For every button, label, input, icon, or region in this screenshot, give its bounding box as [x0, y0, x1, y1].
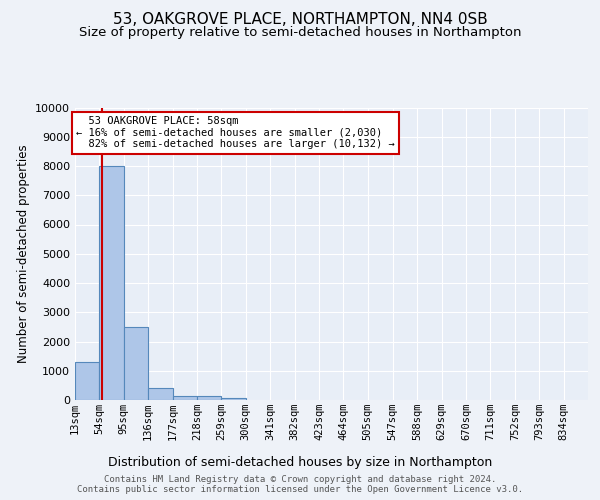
Bar: [100, 166, 124, 400]
Bar: [221, 398, 246, 400]
Bar: [75, 362, 100, 400]
Text: 53 OAKGROVE PLACE: 58sqm
← 16% of semi-detached houses are smaller (2,030)
  82%: 53 OAKGROVE PLACE: 58sqm ← 16% of semi-d…: [76, 116, 395, 150]
Text: Contains HM Land Registry data © Crown copyright and database right 2024.
Contai: Contains HM Land Registry data © Crown c…: [77, 474, 523, 494]
Bar: [124, 327, 148, 400]
Text: Size of property relative to semi-detached houses in Northampton: Size of property relative to semi-detach…: [79, 26, 521, 39]
Bar: [173, 396, 197, 400]
Y-axis label: Number of semi-detached properties: Number of semi-detached properties: [17, 144, 29, 363]
Text: Distribution of semi-detached houses by size in Northampton: Distribution of semi-detached houses by …: [108, 456, 492, 469]
Bar: [148, 388, 173, 400]
Bar: [197, 396, 221, 400]
Text: 53, OAKGROVE PLACE, NORTHAMPTON, NN4 0SB: 53, OAKGROVE PLACE, NORTHAMPTON, NN4 0SB: [113, 12, 487, 28]
